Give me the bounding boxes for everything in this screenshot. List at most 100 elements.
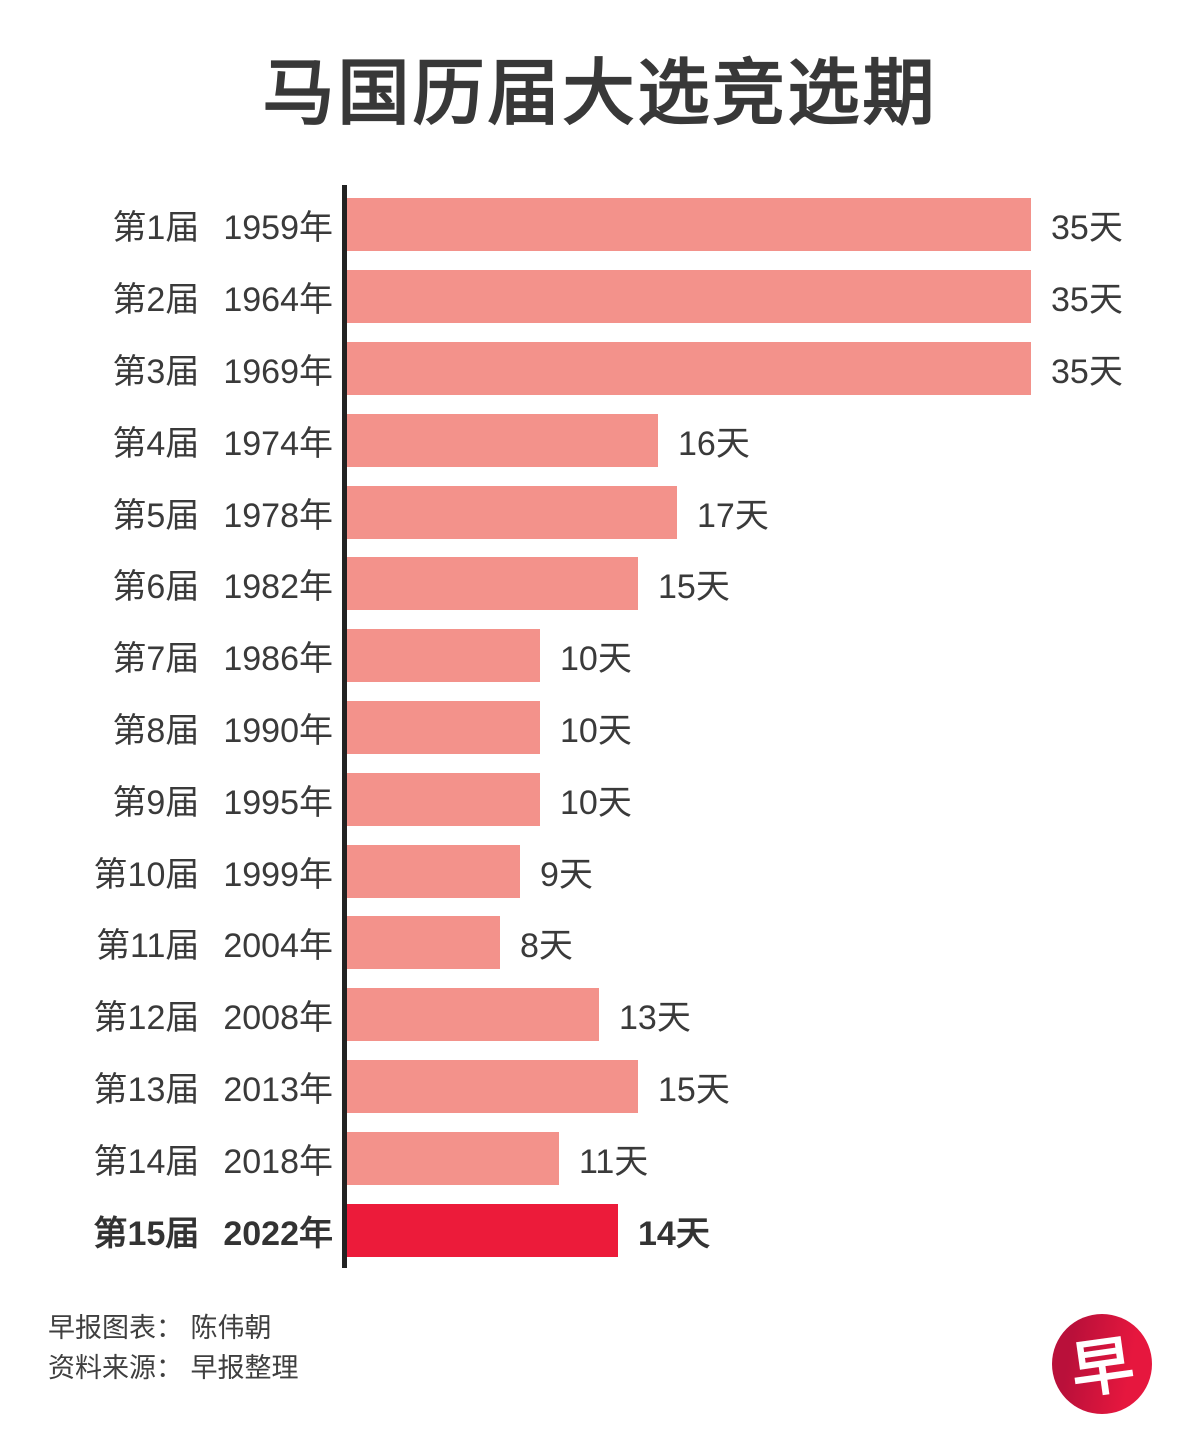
bar-area: 10天 [343, 620, 1200, 692]
value-label: 35天 [1051, 352, 1123, 391]
bar [343, 772, 540, 826]
value-label: 15天 [658, 568, 730, 607]
value-label: 10天 [560, 783, 632, 822]
bar-area: 35天 [343, 333, 1200, 405]
bar [343, 629, 540, 683]
term-label: 第8届 [112, 711, 200, 750]
bar-area: 11天 [343, 1122, 1200, 1194]
bar [343, 700, 540, 754]
bar-area: 13天 [343, 979, 1200, 1051]
bar [343, 485, 677, 539]
term-label: 第2届 [112, 281, 200, 320]
zaobao-logo-glyph: 早 [1067, 1330, 1139, 1407]
bar [343, 1203, 618, 1257]
year-label: 1974年 [223, 424, 333, 463]
term-label: 第9届 [112, 783, 200, 822]
chart-row: 第7届 1986年 10天 [0, 620, 1200, 692]
bar-area: 35天 [343, 261, 1200, 333]
bar [343, 844, 520, 898]
chart-row: 第4届 1974年 16天 [0, 404, 1200, 476]
bar [343, 1059, 638, 1113]
bar [343, 557, 638, 611]
year-label: 2004年 [223, 927, 333, 966]
bar-chart: 第1届 1959年 35天 第2届 1964年 35天 第3届 1969年 35… [0, 185, 1200, 1268]
bar-area: 10天 [343, 692, 1200, 764]
term-label: 第11届 [96, 927, 200, 966]
year-label: 1964年 [223, 281, 333, 320]
row-label: 第15届 2022年 [0, 1206, 343, 1255]
bar-area: 10天 [343, 763, 1200, 835]
term-label: 第4届 [112, 424, 200, 463]
chart-row: 第6届 1982年 15天 [0, 548, 1200, 620]
bar-area: 14天 [343, 1194, 1200, 1266]
year-label: 1969年 [223, 352, 333, 391]
bar [343, 916, 500, 970]
bar-area: 15天 [343, 548, 1200, 620]
y-axis-line [342, 185, 347, 1268]
value-label: 17天 [697, 496, 769, 535]
row-label: 第2届 1964年 [0, 272, 343, 321]
term-label: 第14届 [93, 1142, 200, 1181]
value-label: 9天 [540, 855, 593, 894]
row-label: 第8届 1990年 [0, 703, 343, 752]
bar [343, 270, 1031, 324]
bar-area: 8天 [343, 907, 1200, 979]
year-label: 1982年 [223, 568, 333, 607]
row-label: 第7届 1986年 [0, 631, 343, 680]
year-label: 1990年 [223, 711, 333, 750]
row-label: 第6届 1982年 [0, 559, 343, 608]
value-label: 35天 [1051, 209, 1123, 248]
chart-row: 第8届 1990年 10天 [0, 692, 1200, 764]
footer: 早报图表： 陈伟朝 资料来源： 早报整理 早 [0, 1308, 1200, 1414]
value-label: 13天 [619, 999, 691, 1038]
bar [343, 1131, 559, 1185]
term-label: 第3届 [112, 352, 200, 391]
value-label: 14天 [638, 1214, 710, 1253]
chart-row: 第10届 1999年 9天 [0, 835, 1200, 907]
chart-rows: 第1届 1959年 35天 第2届 1964年 35天 第3届 1969年 35… [0, 189, 1200, 1266]
row-label: 第5届 1978年 [0, 488, 343, 537]
value-label: 10天 [560, 711, 632, 750]
bar [343, 413, 658, 467]
term-label: 第13届 [93, 1070, 200, 1109]
bar-area: 16天 [343, 404, 1200, 476]
chart-row: 第5届 1978年 17天 [0, 476, 1200, 548]
chart-row: 第2届 1964年 35天 [0, 261, 1200, 333]
year-label: 2008年 [223, 999, 333, 1038]
chart-row: 第14届 2018年 11天 [0, 1122, 1200, 1194]
year-label: 2022年 [223, 1214, 333, 1253]
chart-credit: 早报图表： 陈伟朝 [48, 1312, 272, 1343]
chart-row: 第15届 2022年 14天 [0, 1194, 1200, 1266]
chart-row: 第12届 2008年 13天 [0, 979, 1200, 1051]
year-label: 1959年 [223, 209, 333, 248]
term-label: 第10届 [93, 855, 200, 894]
term-label: 第12届 [93, 999, 200, 1038]
chart-row: 第1届 1959年 35天 [0, 189, 1200, 261]
row-label: 第10届 1999年 [0, 847, 343, 896]
row-label: 第13届 2013年 [0, 1062, 343, 1111]
credits-block: 早报图表： 陈伟朝 资料来源： 早报整理 [48, 1308, 299, 1388]
source-note: 资料来源： 早报整理 [48, 1352, 299, 1383]
row-label: 第3届 1969年 [0, 344, 343, 393]
chart-row: 第3届 1969年 35天 [0, 333, 1200, 405]
value-label: 11天 [579, 1142, 649, 1181]
year-label: 1986年 [223, 640, 333, 679]
row-label: 第14届 2018年 [0, 1134, 343, 1183]
year-label: 1978年 [223, 496, 333, 535]
chart-row: 第13届 2013年 15天 [0, 1051, 1200, 1123]
value-label: 35天 [1051, 281, 1123, 320]
bar [343, 198, 1031, 252]
row-label: 第1届 1959年 [0, 200, 343, 249]
term-label: 第15届 [93, 1214, 200, 1253]
term-label: 第5届 [112, 496, 200, 535]
bar-area: 15天 [343, 1051, 1200, 1123]
bar-area: 17天 [343, 476, 1200, 548]
row-label: 第4届 1974年 [0, 416, 343, 465]
bar-area: 35天 [343, 189, 1200, 261]
bar-area: 9天 [343, 835, 1200, 907]
row-label: 第11届 2004年 [0, 918, 343, 967]
chart-title: 马国历届大选竞选期 [262, 54, 938, 134]
row-label: 第12届 2008年 [0, 990, 343, 1039]
year-label: 2018年 [223, 1142, 333, 1181]
